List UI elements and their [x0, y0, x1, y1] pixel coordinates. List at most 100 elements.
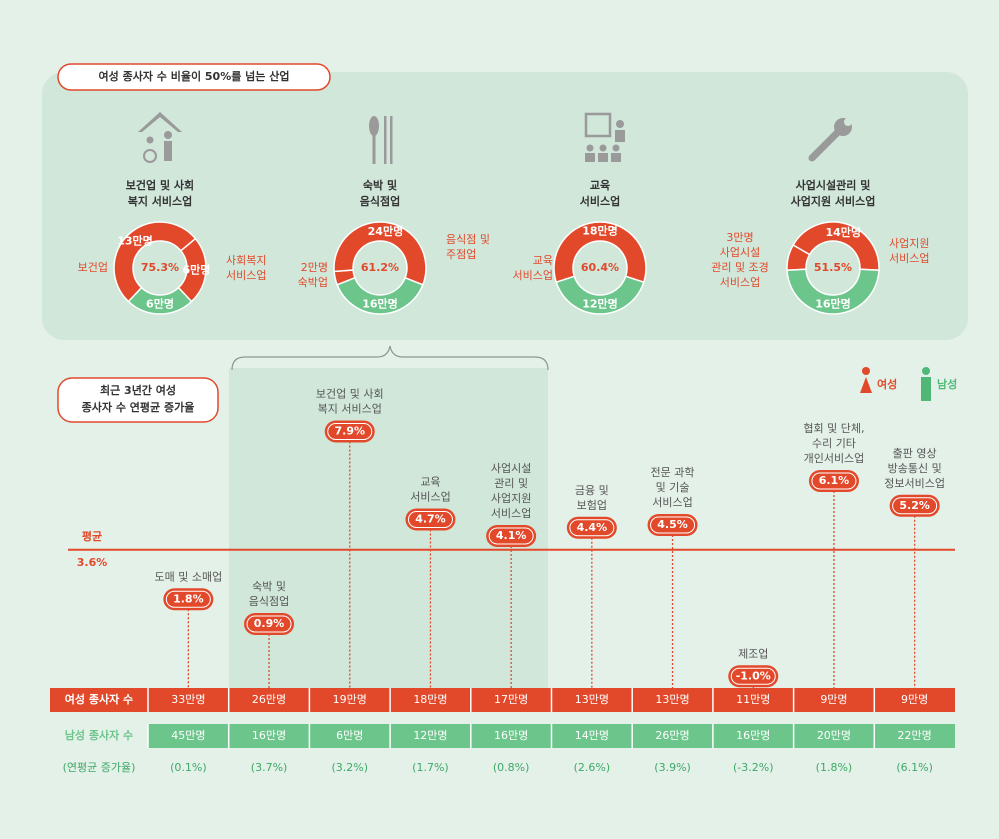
table-cell: 11만명	[736, 693, 770, 706]
subtitle-pill	[57, 377, 219, 423]
table-cell: 16만명	[252, 729, 286, 742]
segment-value-label: 2만명	[301, 261, 328, 274]
student-icon	[611, 153, 621, 162]
table-cell: 19만명	[333, 693, 367, 706]
table-cell: 14만명	[575, 729, 609, 742]
average-label: 3.6%	[77, 556, 108, 569]
segment-name: 사업시설	[720, 246, 760, 259]
value-pill-inner	[488, 527, 534, 545]
value-label: -1.0%	[736, 669, 771, 682]
value-pill-inner	[730, 667, 776, 685]
value-label: 4.1%	[496, 529, 527, 542]
donut-title: 사업시설관리 및	[796, 178, 871, 192]
donut-segment	[113, 221, 197, 303]
donut-title: 서비스업	[580, 194, 620, 208]
table-cell: (3.2%)	[331, 761, 368, 774]
segment-label: 16만명	[362, 297, 398, 311]
value-label: 4.5%	[657, 518, 688, 531]
value-label: 1.8%	[173, 592, 204, 605]
person-icon	[164, 141, 172, 161]
donut-title: 보건업 및 사회	[126, 178, 194, 192]
wheel-icon	[143, 149, 157, 163]
table-row-bg	[50, 688, 955, 712]
category-label: 사업시설	[491, 462, 531, 475]
value-pill	[486, 525, 537, 547]
table-cell: 13만명	[655, 693, 689, 706]
teacher-icon	[616, 120, 624, 128]
value-label: 0.9%	[254, 617, 285, 630]
donut-share: 51.5%	[814, 261, 852, 274]
table-cell: 20만명	[817, 729, 851, 742]
table-cell: 9만명	[820, 693, 847, 706]
segment-label: 6만명	[182, 262, 210, 276]
table-cell: 16만명	[494, 729, 528, 742]
value-pill-inner	[650, 516, 696, 534]
donut-panel	[42, 72, 968, 340]
value-pill-inner	[165, 590, 211, 608]
segment-label: 18만명	[582, 224, 618, 238]
donut-title: 숙박 및	[363, 178, 397, 192]
value-pill-inner	[811, 472, 857, 490]
table-cell: (3.9%)	[654, 761, 691, 774]
student-icon	[598, 153, 608, 162]
donut-title: 복지 서비스업	[128, 194, 193, 208]
table-cell: 18만명	[413, 693, 447, 706]
category-label: 관리 및	[494, 477, 528, 490]
table-cell: 33만명	[171, 693, 205, 706]
table-cell: 12만명	[413, 729, 447, 742]
donut-segment	[553, 221, 647, 284]
table-cell: 26만명	[655, 729, 689, 742]
table-cell: 16만명	[736, 729, 770, 742]
value-label: 5.2%	[899, 499, 930, 512]
value-pill-inner	[407, 511, 453, 528]
legend-icon	[922, 367, 930, 375]
donut-segment	[127, 286, 193, 315]
table-cell: 13만명	[575, 693, 609, 706]
value-pill	[728, 665, 779, 688]
student-icon	[586, 144, 594, 152]
category-label: 개인서비스업	[804, 452, 865, 465]
segment-name: 주점업	[446, 248, 476, 261]
segment-label: 6만명	[146, 297, 174, 311]
category-label: 도매 및 소매업	[154, 570, 222, 583]
segment-name: 서비스업	[226, 269, 266, 282]
donut-segment	[786, 268, 880, 315]
table-cell: (-3.2%)	[733, 761, 774, 774]
value-pill	[566, 516, 617, 539]
value-pill-inner	[892, 497, 938, 515]
chopstick-icon	[390, 116, 393, 164]
student-icon	[612, 144, 620, 152]
segment-label: 12만명	[582, 297, 618, 311]
wrench-icon	[844, 118, 852, 126]
segment-name: 관리 및 조경	[711, 261, 769, 274]
segment-name: 보건업	[78, 261, 108, 274]
segment-name: 사업지원	[889, 237, 929, 250]
table-cell: (6.1%)	[896, 761, 933, 774]
category-label: 교육	[420, 476, 440, 489]
chopstick-icon	[384, 116, 387, 164]
category-label: 사업지원	[491, 492, 531, 505]
legend-icon	[860, 377, 872, 393]
value-label: 7.9%	[334, 425, 365, 438]
header-title: 여성 종사자 수 비율이 50%를 넘는 산업	[99, 69, 290, 83]
donut-title: 교육	[590, 179, 610, 192]
category-label: 보건업 및 사회	[316, 388, 384, 401]
value-pill	[647, 514, 698, 536]
segment-name: 서비스업	[513, 269, 553, 282]
category-label: 음식점업	[249, 595, 289, 608]
donut-title: 사업지원 서비스업	[791, 194, 876, 208]
value-pill-inner	[569, 519, 615, 537]
donut-segment	[333, 221, 427, 286]
header-pill	[57, 63, 331, 91]
row-label: 남성 종사자 수	[65, 728, 133, 742]
value-pill	[405, 508, 456, 531]
table-cell: (1.8%)	[816, 761, 853, 774]
value-pill	[163, 588, 214, 611]
donut-segment	[555, 275, 645, 315]
legend-icon	[921, 377, 931, 401]
donut-title: 음식점업	[360, 194, 400, 208]
segment-label: 13만명	[117, 233, 153, 247]
value-label: 4.7%	[415, 513, 446, 526]
table-cell: 6만명	[336, 729, 363, 742]
